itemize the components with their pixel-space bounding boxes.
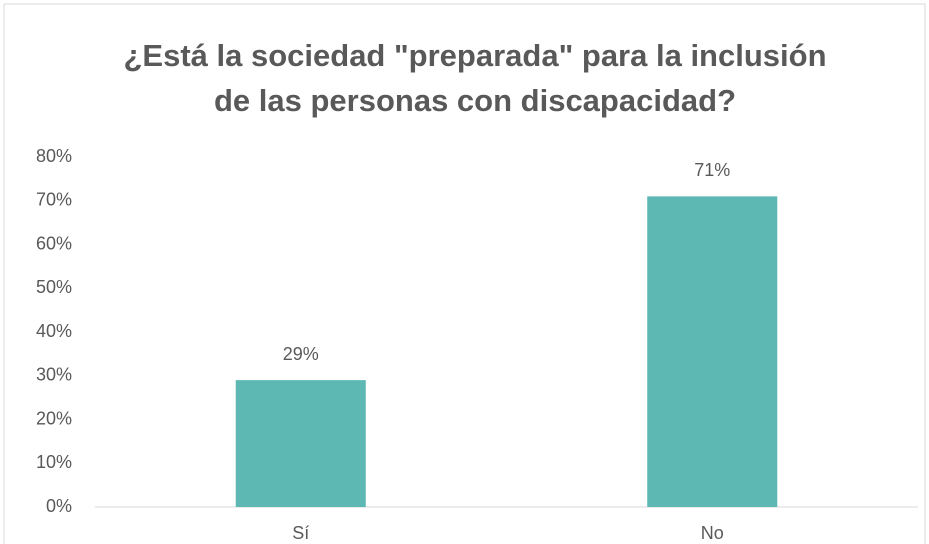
y-tick-label: 0% — [46, 496, 72, 516]
chart-title: ¿Está la sociedad "preparada" para la in… — [123, 38, 826, 73]
y-tick-label: 40% — [36, 321, 72, 341]
x-tick-label: Sí — [292, 523, 309, 543]
data-label: 29% — [283, 344, 319, 364]
y-tick-label: 10% — [36, 452, 72, 472]
y-tick-label: 30% — [36, 365, 72, 385]
chart-title: de las personas con discapacidad? — [214, 83, 736, 118]
bar — [235, 380, 366, 507]
bar — [647, 196, 778, 507]
y-tick-label: 80% — [36, 146, 72, 166]
y-tick-label: 70% — [36, 190, 72, 210]
y-tick-label: 50% — [36, 277, 72, 297]
y-tick-label: 60% — [36, 233, 72, 253]
y-tick-label: 20% — [36, 408, 72, 428]
data-label: 71% — [694, 160, 730, 180]
x-tick-label: No — [701, 523, 724, 543]
